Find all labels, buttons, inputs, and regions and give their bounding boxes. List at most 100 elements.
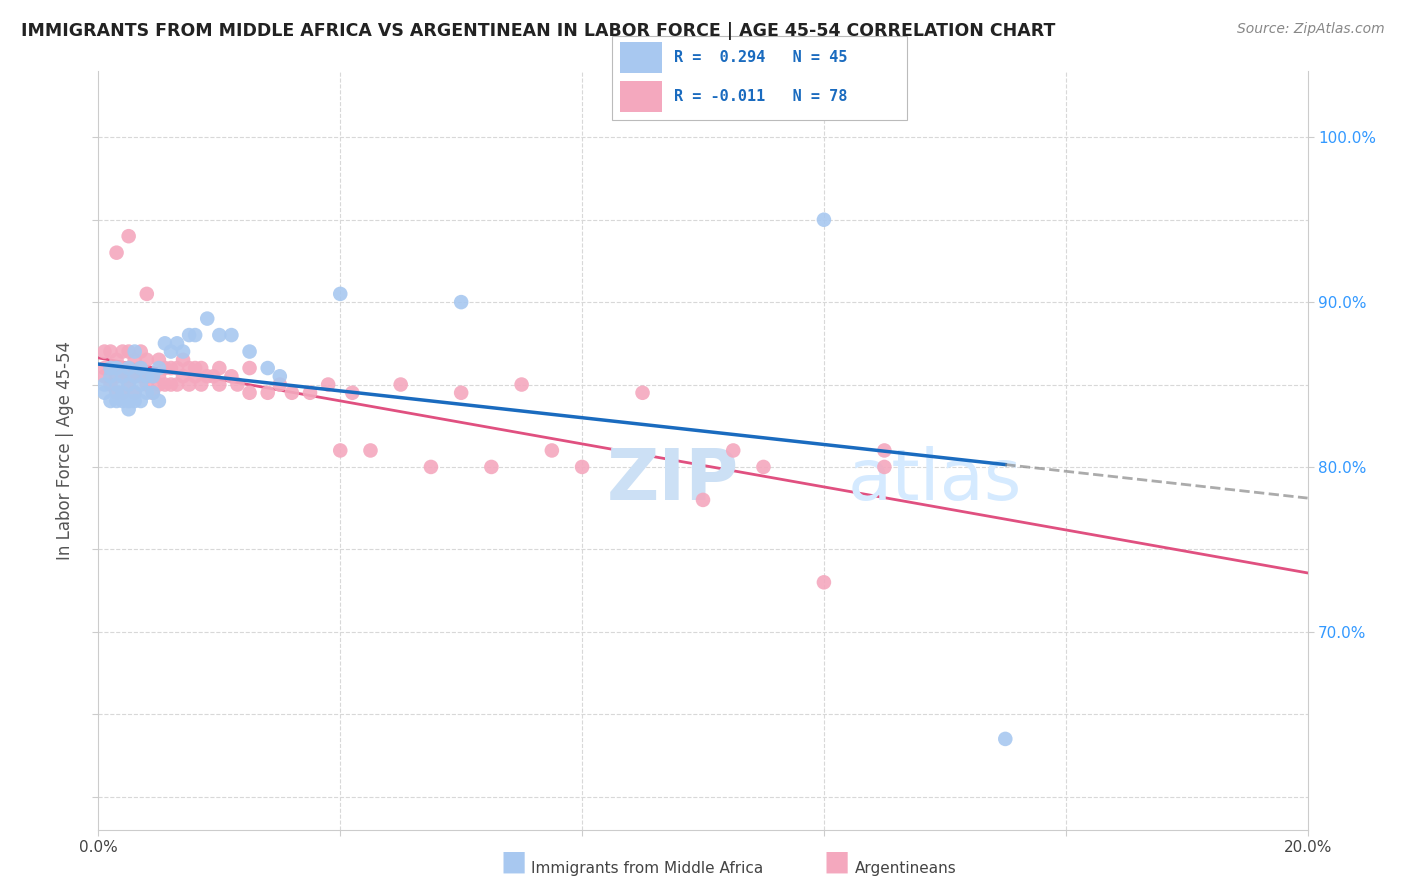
Point — [105, 377, 128, 392]
Text: ZIP: ZIP — [606, 446, 738, 516]
Point — [481, 459, 503, 474]
Point — [166, 377, 188, 392]
Point — [100, 369, 122, 384]
Point — [111, 361, 134, 376]
Text: atlas: atlas — [848, 446, 1022, 516]
Point — [540, 443, 562, 458]
Point — [129, 377, 152, 392]
Point — [723, 443, 745, 458]
Point — [873, 459, 896, 474]
Point — [190, 361, 212, 376]
Point — [142, 385, 165, 400]
Point — [93, 377, 115, 392]
Point — [226, 377, 249, 392]
Point — [184, 361, 207, 376]
Point — [100, 361, 122, 376]
Point — [360, 443, 382, 458]
Point — [281, 385, 304, 400]
Point — [148, 361, 170, 376]
Point — [256, 361, 278, 376]
Point — [142, 385, 165, 400]
Point — [118, 377, 141, 392]
Point — [166, 361, 188, 376]
Point — [994, 731, 1017, 746]
Point — [208, 328, 231, 343]
Point — [172, 369, 194, 384]
Point — [153, 361, 176, 376]
Point — [129, 361, 152, 376]
Text: Immigrants from Middle Africa: Immigrants from Middle Africa — [531, 861, 763, 876]
Point — [195, 311, 218, 326]
Point — [179, 328, 201, 343]
Point — [105, 245, 128, 260]
Point — [118, 377, 141, 392]
Point — [100, 394, 122, 409]
Point — [135, 369, 157, 384]
Point — [148, 394, 170, 409]
Point — [142, 369, 165, 384]
Point — [105, 385, 128, 400]
Point — [239, 385, 262, 400]
Point — [153, 377, 176, 392]
Point — [129, 369, 152, 384]
Point — [135, 385, 157, 400]
Point — [105, 352, 128, 367]
Point — [166, 336, 188, 351]
Point — [571, 459, 593, 474]
Point — [256, 385, 278, 400]
Point — [208, 377, 231, 392]
Point — [179, 377, 201, 392]
Point — [873, 443, 896, 458]
Point — [148, 377, 170, 392]
Point — [160, 377, 183, 392]
Point — [118, 361, 141, 376]
Point — [631, 385, 654, 400]
Y-axis label: In Labor Force | Age 45-54: In Labor Force | Age 45-54 — [56, 341, 75, 560]
Point — [148, 369, 170, 384]
Text: R = -0.011   N = 78: R = -0.011 N = 78 — [673, 89, 846, 104]
Point — [105, 394, 128, 409]
Point — [100, 361, 122, 376]
Point — [93, 369, 115, 384]
Point — [148, 352, 170, 367]
Point — [100, 377, 122, 392]
Text: Argentineans: Argentineans — [855, 861, 956, 876]
Point — [208, 361, 231, 376]
Point — [111, 385, 134, 400]
Point — [160, 344, 183, 359]
Point — [135, 352, 157, 367]
Point — [179, 361, 201, 376]
FancyBboxPatch shape — [612, 36, 907, 120]
FancyBboxPatch shape — [620, 81, 662, 112]
Point — [124, 385, 146, 400]
Text: ■: ■ — [824, 848, 849, 876]
Point — [129, 361, 152, 376]
Point — [118, 369, 141, 384]
Point — [184, 328, 207, 343]
Point — [153, 336, 176, 351]
Point — [269, 369, 291, 384]
Point — [202, 369, 225, 384]
Point — [105, 361, 128, 376]
Point — [142, 369, 165, 384]
Point — [172, 352, 194, 367]
Point — [129, 344, 152, 359]
Point — [450, 295, 472, 310]
Point — [752, 459, 775, 474]
Point — [118, 344, 141, 359]
Point — [184, 369, 207, 384]
Point — [111, 344, 134, 359]
Point — [135, 286, 157, 301]
Point — [135, 369, 157, 384]
Point — [316, 377, 339, 392]
Point — [813, 212, 835, 227]
Point — [692, 492, 714, 507]
Point — [124, 394, 146, 409]
Point — [105, 385, 128, 400]
Text: Source: ZipAtlas.com: Source: ZipAtlas.com — [1237, 22, 1385, 37]
Point — [221, 328, 243, 343]
Point — [124, 344, 146, 359]
Point — [93, 385, 115, 400]
Point — [105, 369, 128, 384]
Point — [299, 385, 322, 400]
